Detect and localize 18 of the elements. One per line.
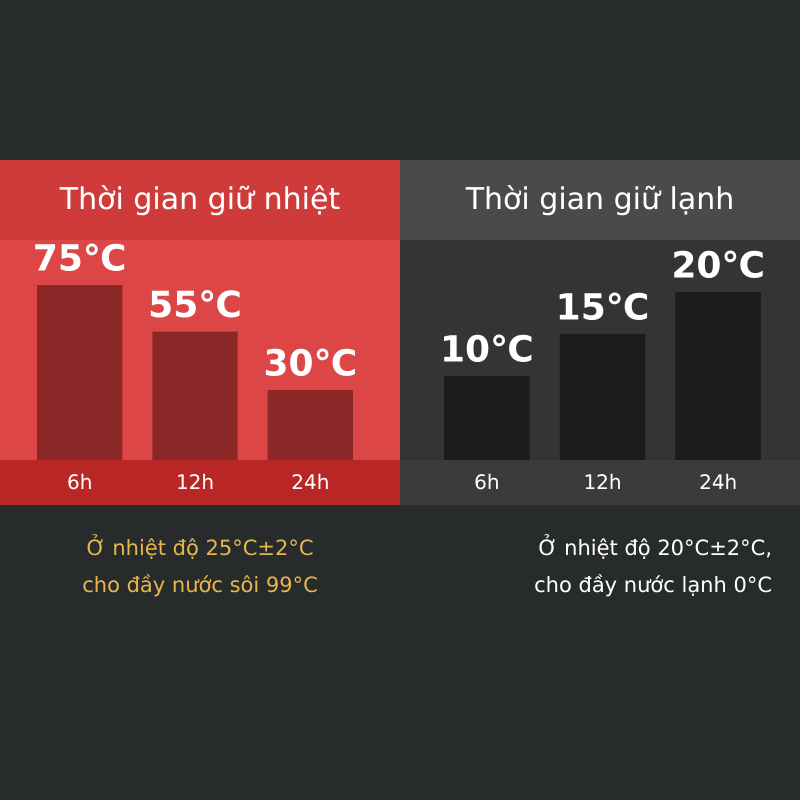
chart-title: Thời gian giữ nhiệt [0,160,400,240]
text: Ở nhiệt độ 20°C±2°C, [537,533,772,562]
data-label: 20℃ [671,245,766,286]
data-label: 30℃ [263,343,358,384]
data-label: 10℃ [440,329,534,370]
x-tick-label: 24h [291,470,330,494]
x-tick-label: 24h [699,470,738,494]
data-label: 75℃ [32,238,127,280]
x-tick-label: 6h [66,470,92,494]
x-tick-label: 12h [583,470,622,494]
data-label: 55℃ [148,285,242,326]
text: cho đầy nước sôi 99°C [81,572,319,599]
text: cho đầy nước lạnh 0°C [533,572,772,599]
x-tick-label: 6h [474,470,500,494]
data-label: 15℃ [556,287,650,328]
chart-title: Thời gian giữ lạnh [400,160,800,240]
x-tick-label: 12h [176,470,214,494]
text: Ở nhiệt độ 25°C±2°C [86,533,314,562]
